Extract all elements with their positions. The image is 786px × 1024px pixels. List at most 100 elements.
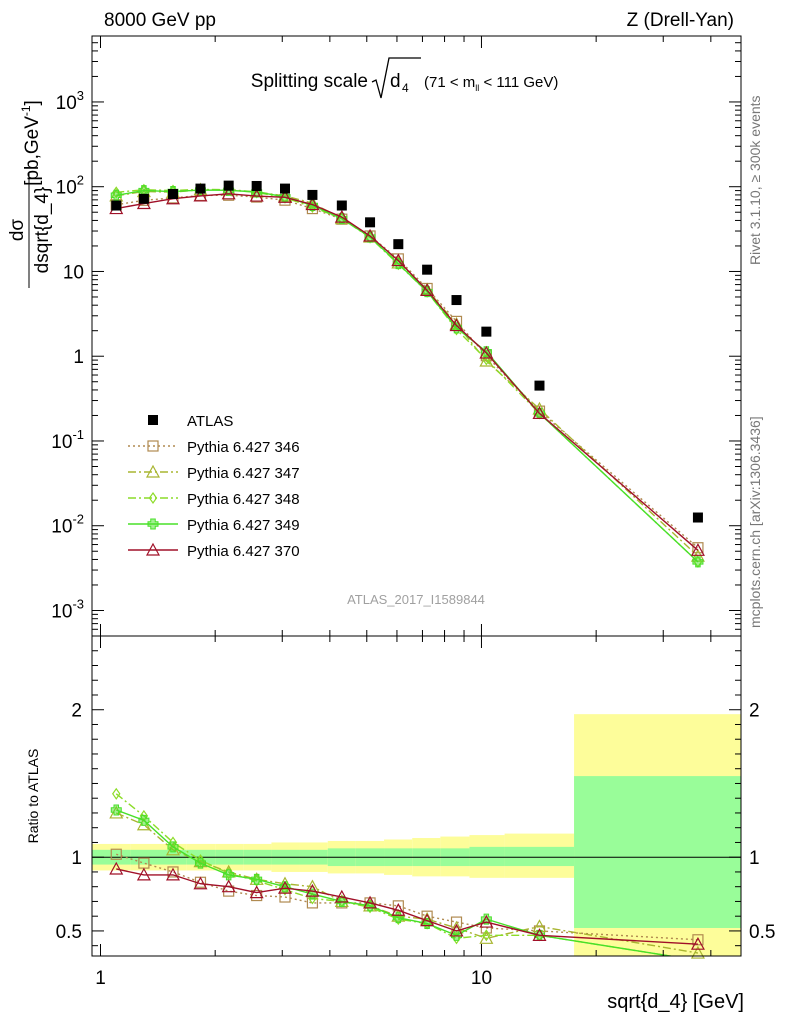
series-4-ratio-point-7 bbox=[305, 883, 320, 897]
header-left: 8000 GeV pp bbox=[104, 10, 216, 31]
y-axis-label-top: dσ dsqrt{d_4} [pb,GeV-1] bbox=[7, 100, 53, 288]
series-4-point-9 bbox=[363, 228, 378, 242]
atlas-point-15 bbox=[692, 512, 703, 523]
atlas-point-1 bbox=[138, 193, 149, 204]
series-3-ratio-point-4 bbox=[223, 869, 235, 881]
series-4-ratio-point-13 bbox=[479, 914, 494, 928]
y-tick-label-5: 102 bbox=[56, 173, 84, 199]
legend-label-atlas: ATLAS bbox=[187, 413, 233, 430]
legend-label-2: Pythia 6.427 348 bbox=[187, 491, 300, 508]
series-4-point-3 bbox=[193, 188, 208, 202]
series-1-ratio-point-13 bbox=[479, 931, 494, 944]
series-3-point-13 bbox=[480, 346, 492, 358]
series-4-point-7 bbox=[305, 197, 320, 211]
atlas-point-5 bbox=[251, 180, 262, 191]
atlas-point-13 bbox=[481, 326, 492, 337]
series-4-point-6 bbox=[277, 190, 293, 203]
series-3-point-0 bbox=[110, 189, 122, 201]
series-4-ratio-point-11 bbox=[420, 913, 435, 927]
atlas-point-8 bbox=[336, 200, 347, 211]
sqrt-sign bbox=[371, 57, 421, 99]
series-4-ratio-point-2 bbox=[165, 867, 181, 881]
series-4-point-10 bbox=[391, 253, 406, 267]
series-0-ratio-point-0 bbox=[110, 848, 122, 860]
series-4-ratio-point-3 bbox=[193, 876, 208, 890]
series-2-ratio-point-13 bbox=[482, 929, 491, 942]
legend-label-1: Pythia 6.427 347 bbox=[187, 465, 300, 482]
legend-marker-1 bbox=[145, 464, 161, 478]
series-2-ratio-point-0 bbox=[112, 787, 121, 800]
atlas-point-6 bbox=[279, 183, 290, 194]
legend-marker-4 bbox=[145, 542, 161, 556]
series-0-ratio-point-12 bbox=[450, 916, 463, 928]
legend-marker-3 bbox=[147, 518, 159, 530]
atlas-data-points bbox=[111, 180, 703, 523]
band-green-14 bbox=[504, 846, 575, 867]
atlas-point-7 bbox=[307, 189, 318, 200]
x-tick-label-1: 10 bbox=[471, 968, 492, 989]
rivet-label: Rivet 3.1.10, ≥ 300k events bbox=[747, 95, 763, 265]
plot-title-range: (71 < mll < 111 GeV) bbox=[424, 74, 558, 93]
series-line-ratio-2 bbox=[115, 793, 675, 956]
series-3-ratio-point-5 bbox=[251, 873, 263, 885]
series-3-ratio-point-2 bbox=[167, 841, 179, 853]
series-4-point-5 bbox=[249, 188, 264, 202]
series-4-ratio-point-14 bbox=[532, 928, 547, 941]
y-tick-label-1: 10-2 bbox=[51, 512, 84, 538]
series-4-ratio-point-0 bbox=[109, 861, 124, 875]
header-right: Z (Drell-Yan) bbox=[627, 10, 734, 31]
y-label-units: [pb,GeV-1] bbox=[19, 100, 43, 186]
ratio-y-tick-label-left-2: 2 bbox=[71, 701, 82, 722]
band-green-13 bbox=[469, 846, 505, 867]
ratio-plot-frame bbox=[91, 635, 742, 957]
atlas-point-0 bbox=[111, 200, 122, 211]
series-4-ratio-point-1 bbox=[136, 867, 151, 881]
series-4-ratio-point-12 bbox=[449, 923, 464, 937]
x-axis-label: sqrt{d_4} [GeV] bbox=[607, 991, 744, 1013]
ratio-y-tick-label-left-0: 0.5 bbox=[56, 922, 82, 943]
series-4-ratio-point-4 bbox=[221, 879, 236, 893]
series-4-point-13 bbox=[479, 345, 494, 359]
mc-series bbox=[109, 182, 705, 959]
series-4-point-4 bbox=[221, 186, 236, 200]
series-3-point-15 bbox=[692, 556, 704, 568]
series-1-ratio-point-1 bbox=[136, 817, 151, 831]
series-4-ratio-point-5 bbox=[249, 885, 264, 899]
series-3-point-12 bbox=[451, 322, 463, 334]
series-4-point-12 bbox=[449, 318, 464, 332]
legend-marker-0 bbox=[147, 440, 159, 452]
plot-title-symbol: d bbox=[390, 71, 401, 92]
series-4-ratio-point-6 bbox=[277, 880, 293, 894]
series-0-ratio-point-15 bbox=[692, 934, 704, 946]
legend: ATLAS Pythia 6.427 346 Pythia 6.427 347 Pyt… bbox=[128, 413, 300, 560]
mcplots-label: mcplots.cern.ch [arXiv:1306.3436] bbox=[747, 416, 763, 628]
series-3-ratio-point-3 bbox=[194, 857, 206, 869]
legend-label-0: Pythia 6.427 346 bbox=[187, 439, 300, 456]
analysis-id: ATLAS_2017_I1589844 bbox=[347, 592, 485, 607]
atlas-point-2 bbox=[167, 189, 178, 200]
plot-title: Splitting scale d 4 (71 < mll < 111 GeV) bbox=[251, 57, 558, 99]
series-4-ratio-point-9 bbox=[363, 895, 378, 909]
y-axis-label-bottom: Ratio to ATLAS bbox=[25, 749, 41, 844]
ratio-y-tick-label-right-1: 1 bbox=[749, 848, 760, 869]
series-1-ratio-point-15 bbox=[690, 945, 705, 959]
series-4-point-8 bbox=[334, 209, 349, 223]
atlas-point-11 bbox=[422, 264, 433, 275]
series-4-ratio-point-8 bbox=[334, 889, 349, 903]
plot-title-symbol-sub: 4 bbox=[402, 81, 409, 95]
legend-label-4: Pythia 6.427 370 bbox=[187, 543, 300, 560]
series-3-point-10 bbox=[392, 258, 404, 270]
legend-label-3: Pythia 6.427 349 bbox=[187, 517, 300, 534]
y-tick-label-0: 10-3 bbox=[51, 596, 84, 622]
series-3-ratio-point-13 bbox=[480, 913, 492, 925]
series-3-ratio-point-1 bbox=[138, 814, 150, 826]
ratio-y-tick-label-right-0: 0.5 bbox=[749, 922, 775, 943]
plot-title-main: Splitting scale bbox=[251, 71, 368, 92]
series-4-ratio-point-15 bbox=[690, 936, 705, 950]
series-3-ratio-point-0 bbox=[110, 804, 122, 816]
y-tick-label-4: 10 bbox=[63, 262, 84, 283]
series-line-ratio-4 bbox=[116, 868, 698, 945]
series-0-ratio-point-2 bbox=[167, 866, 179, 878]
atlas-point-10 bbox=[393, 239, 404, 250]
